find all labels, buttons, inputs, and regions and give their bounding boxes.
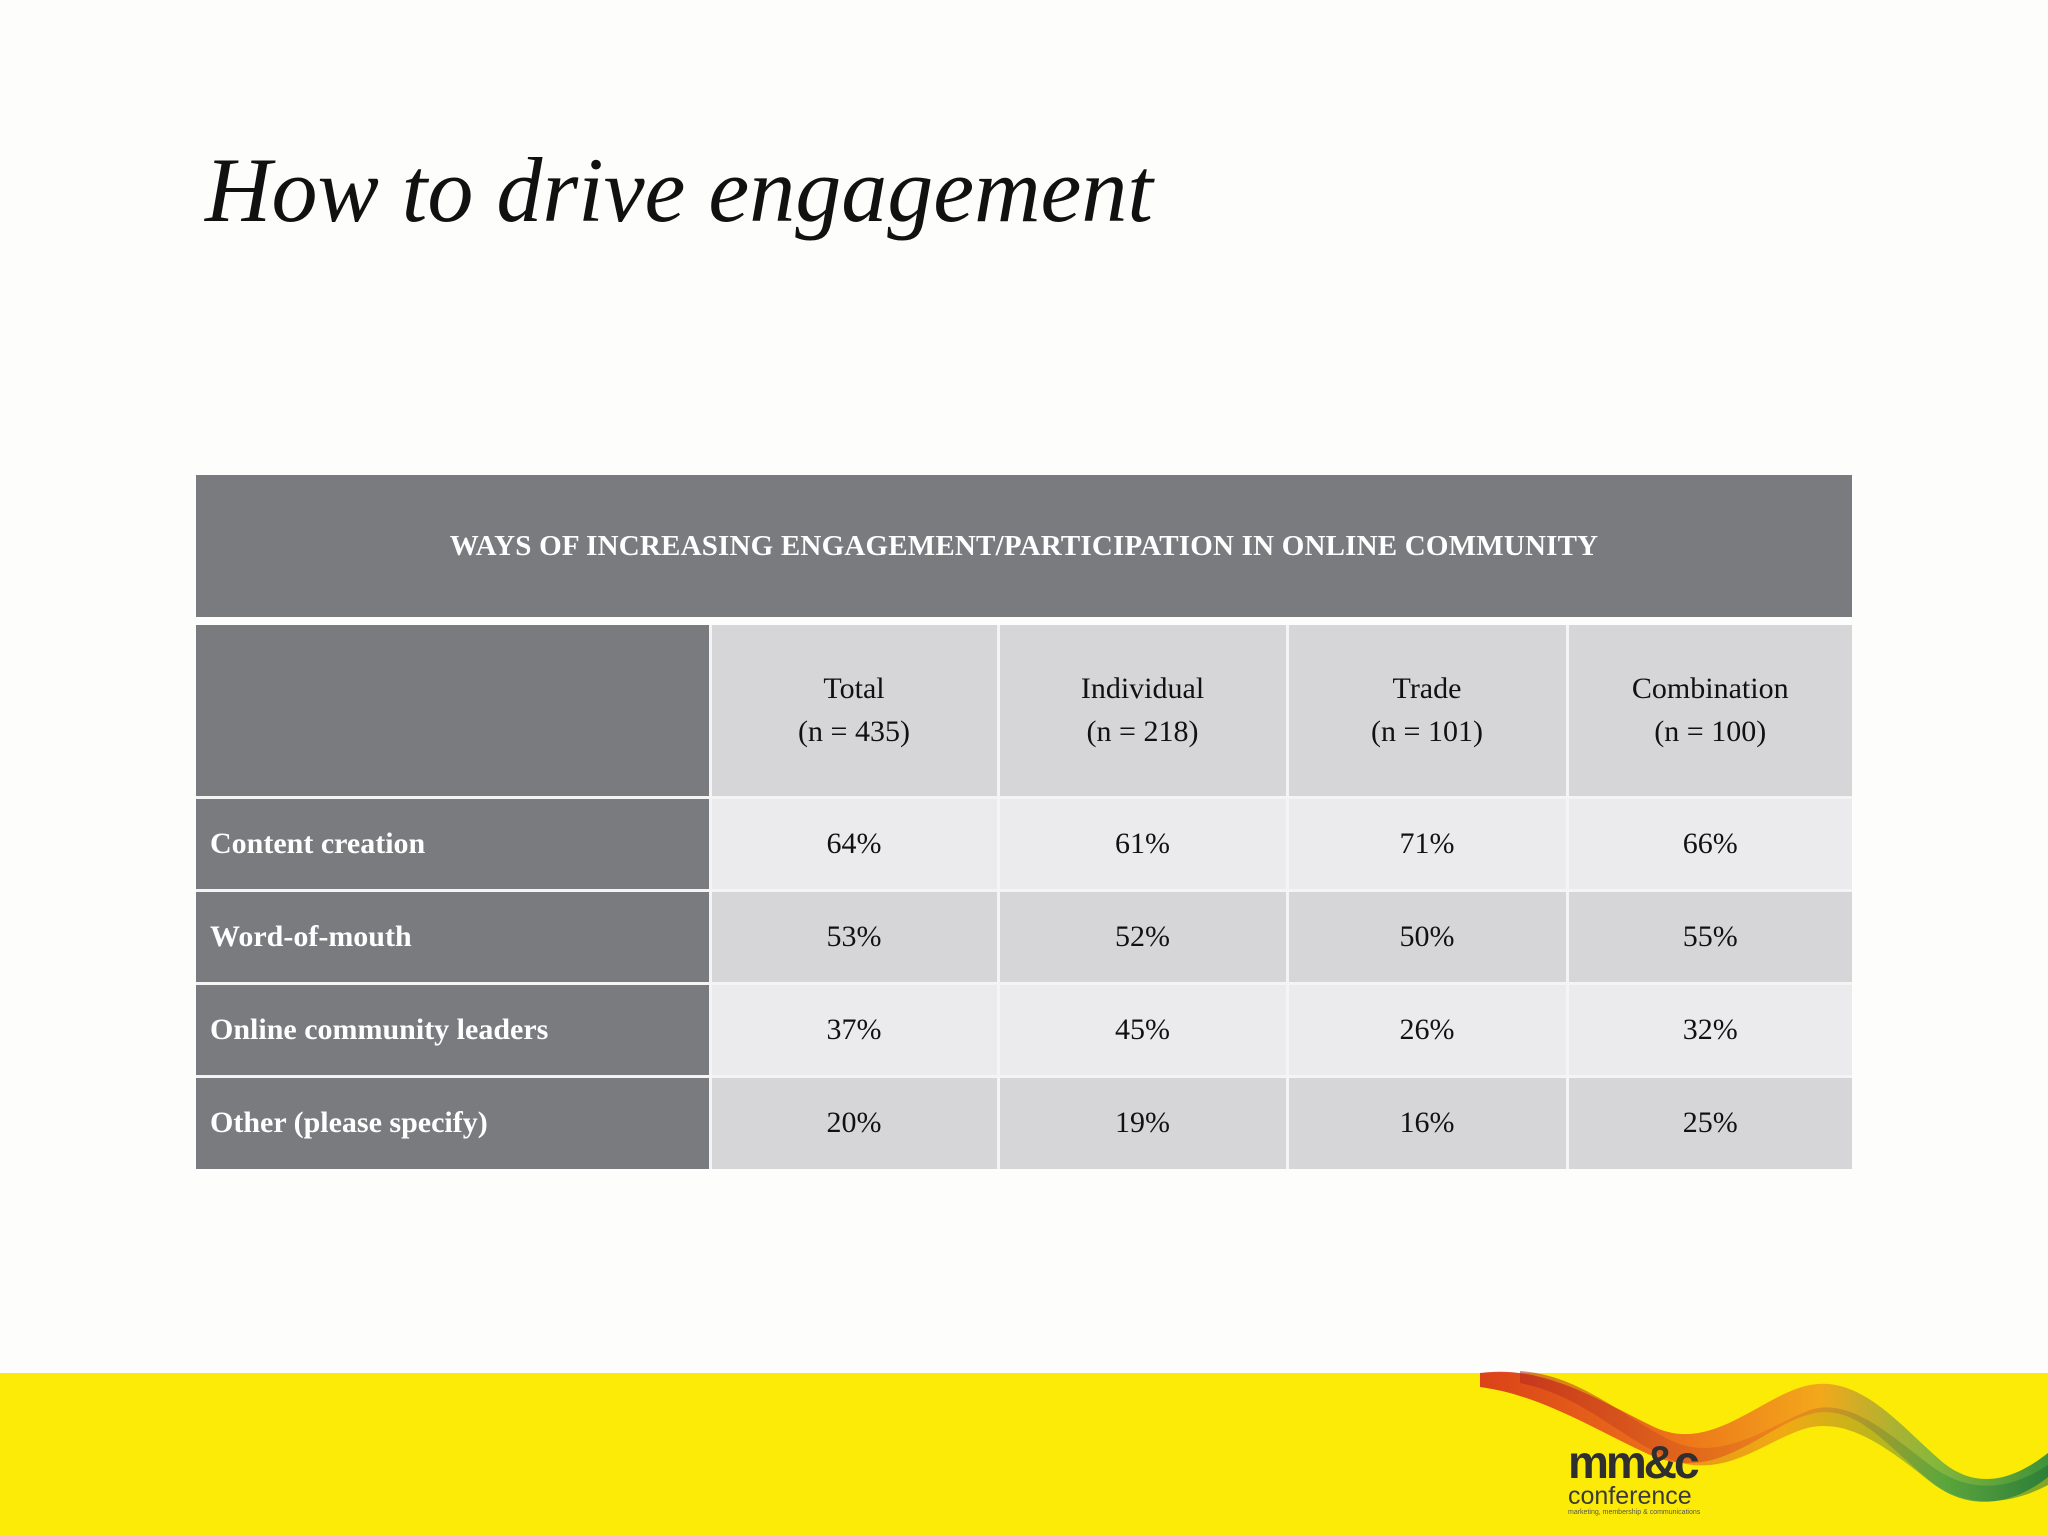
column-name: Combination bbox=[1631, 672, 1789, 706]
table-cell: 52% bbox=[996, 888, 1289, 985]
table-cell: 19% bbox=[996, 1074, 1289, 1169]
table-cell: 55% bbox=[1565, 888, 1852, 985]
table-cell: 50% bbox=[1285, 888, 1569, 985]
column-name: Individual bbox=[1080, 672, 1205, 706]
engagement-table: WAYS OF INCREASING ENGAGEMENT/PARTICIPAT… bbox=[196, 475, 1852, 1169]
data-table: Total (n = 435) Individual (n = 218) Tra… bbox=[196, 625, 1852, 1169]
column-header-individual: Individual (n = 218) bbox=[996, 625, 1289, 799]
logo-wordmark: conference bbox=[1568, 1482, 1692, 1510]
table-cell: 32% bbox=[1565, 981, 1852, 1078]
row-label: Word-of-mouth bbox=[196, 888, 712, 985]
table-cell: 45% bbox=[996, 981, 1289, 1078]
logo-mark: mm&c bbox=[1568, 1436, 1700, 1488]
table-cell: 25% bbox=[1565, 1074, 1852, 1169]
column-sample-size: (n = 435) bbox=[798, 715, 910, 749]
table-row: Word-of-mouth 53% 52% 50% 55% bbox=[196, 888, 1852, 985]
table-banner: WAYS OF INCREASING ENGAGEMENT/PARTICIPAT… bbox=[196, 475, 1852, 617]
ribbon-graphic bbox=[1480, 1371, 2048, 1502]
table-cell: 26% bbox=[1285, 981, 1569, 1078]
column-sample-size: (n = 100) bbox=[1654, 715, 1767, 749]
row-label: Online community leaders bbox=[196, 981, 712, 1078]
slide-title: How to drive engagement bbox=[205, 139, 1153, 241]
row-label: Other (please specify) bbox=[196, 1074, 712, 1169]
column-name: Total bbox=[823, 672, 885, 706]
header-stub bbox=[196, 625, 712, 799]
table-cell: 66% bbox=[1565, 795, 1852, 892]
table-row: Content creation 64% 61% 71% 66% bbox=[196, 795, 1852, 892]
column-sample-size: (n = 101) bbox=[1371, 715, 1483, 749]
table-cell: 71% bbox=[1285, 795, 1569, 892]
table-cell: 20% bbox=[708, 1074, 1000, 1169]
table-row: Online community leaders 37% 45% 26% 32% bbox=[196, 981, 1852, 1078]
table-cell: 53% bbox=[708, 888, 1000, 985]
table-row: Other (please specify) 20% 19% 16% 25% bbox=[196, 1074, 1852, 1169]
table-cell: 16% bbox=[1285, 1074, 1569, 1169]
column-header-total: Total (n = 435) bbox=[708, 625, 1000, 799]
table-cell: 64% bbox=[708, 795, 1000, 892]
table-cell: 37% bbox=[708, 981, 1000, 1078]
column-header-combination: Combination (n = 100) bbox=[1565, 625, 1852, 799]
column-sample-size: (n = 218) bbox=[1086, 715, 1199, 749]
table-cell: 61% bbox=[996, 795, 1289, 892]
logo-tagline: marketing, membership & communications bbox=[1568, 1509, 1701, 1516]
column-name: Trade bbox=[1392, 672, 1462, 706]
column-header-trade: Trade (n = 101) bbox=[1285, 625, 1569, 799]
row-label: Content creation bbox=[196, 795, 712, 892]
header-row: Total (n = 435) Individual (n = 218) Tra… bbox=[196, 625, 1852, 799]
mmc-conference-logo: mm&c conference marketing, membership & … bbox=[1568, 1436, 1718, 1518]
